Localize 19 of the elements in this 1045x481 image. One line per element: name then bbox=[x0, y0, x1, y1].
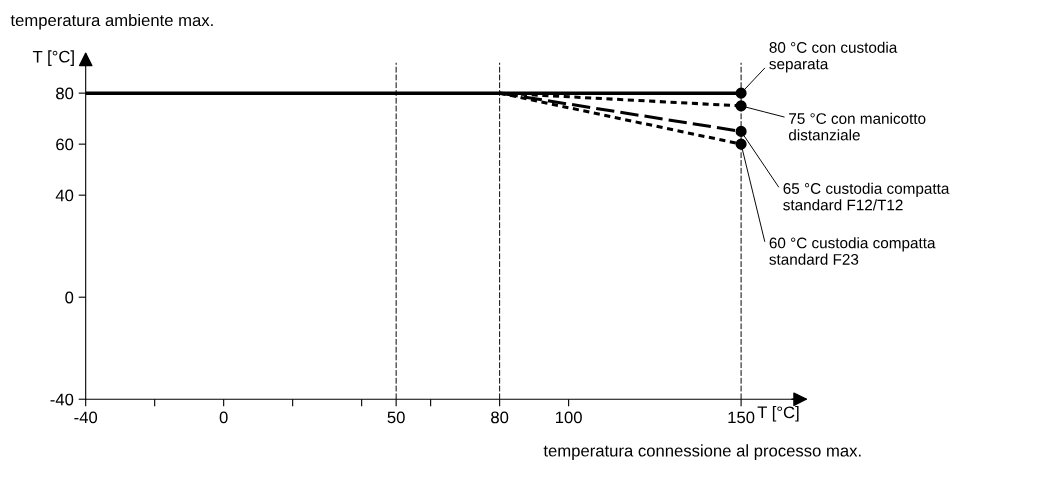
x-axis-title: T [°C] bbox=[757, 405, 799, 422]
text: 60 °C custodia compatta standard F23 bbox=[769, 237, 936, 265]
text: temperatura ambiente max. bbox=[10, 13, 213, 30]
y-tick-label: 80 bbox=[56, 87, 74, 100]
x-tick-label: 0 bbox=[219, 411, 228, 424]
series-label: 80 °C con custodia separata bbox=[769, 41, 898, 73]
text: temperatura connessione al processo max. bbox=[543, 444, 861, 460]
x-tick-label: 50 bbox=[387, 411, 405, 424]
x-tick-label: 100 bbox=[555, 411, 582, 424]
y-tick-label: 40 bbox=[55, 189, 74, 202]
x-tick-label: 150 bbox=[728, 411, 755, 424]
x-tick-label: 80 bbox=[491, 411, 509, 424]
y-tick-label: 0 bbox=[65, 291, 74, 304]
y-tick-label: -40 bbox=[50, 393, 74, 406]
text: 65 °C custodia compatta standard F12/T12 bbox=[783, 182, 950, 211]
y-tick-label: 60 bbox=[56, 138, 74, 151]
text: 75 °C con manicotto distanziale bbox=[788, 112, 926, 141]
y-axis-title: T [°C] bbox=[32, 50, 74, 66]
x-tick-label: -40 bbox=[74, 411, 98, 424]
